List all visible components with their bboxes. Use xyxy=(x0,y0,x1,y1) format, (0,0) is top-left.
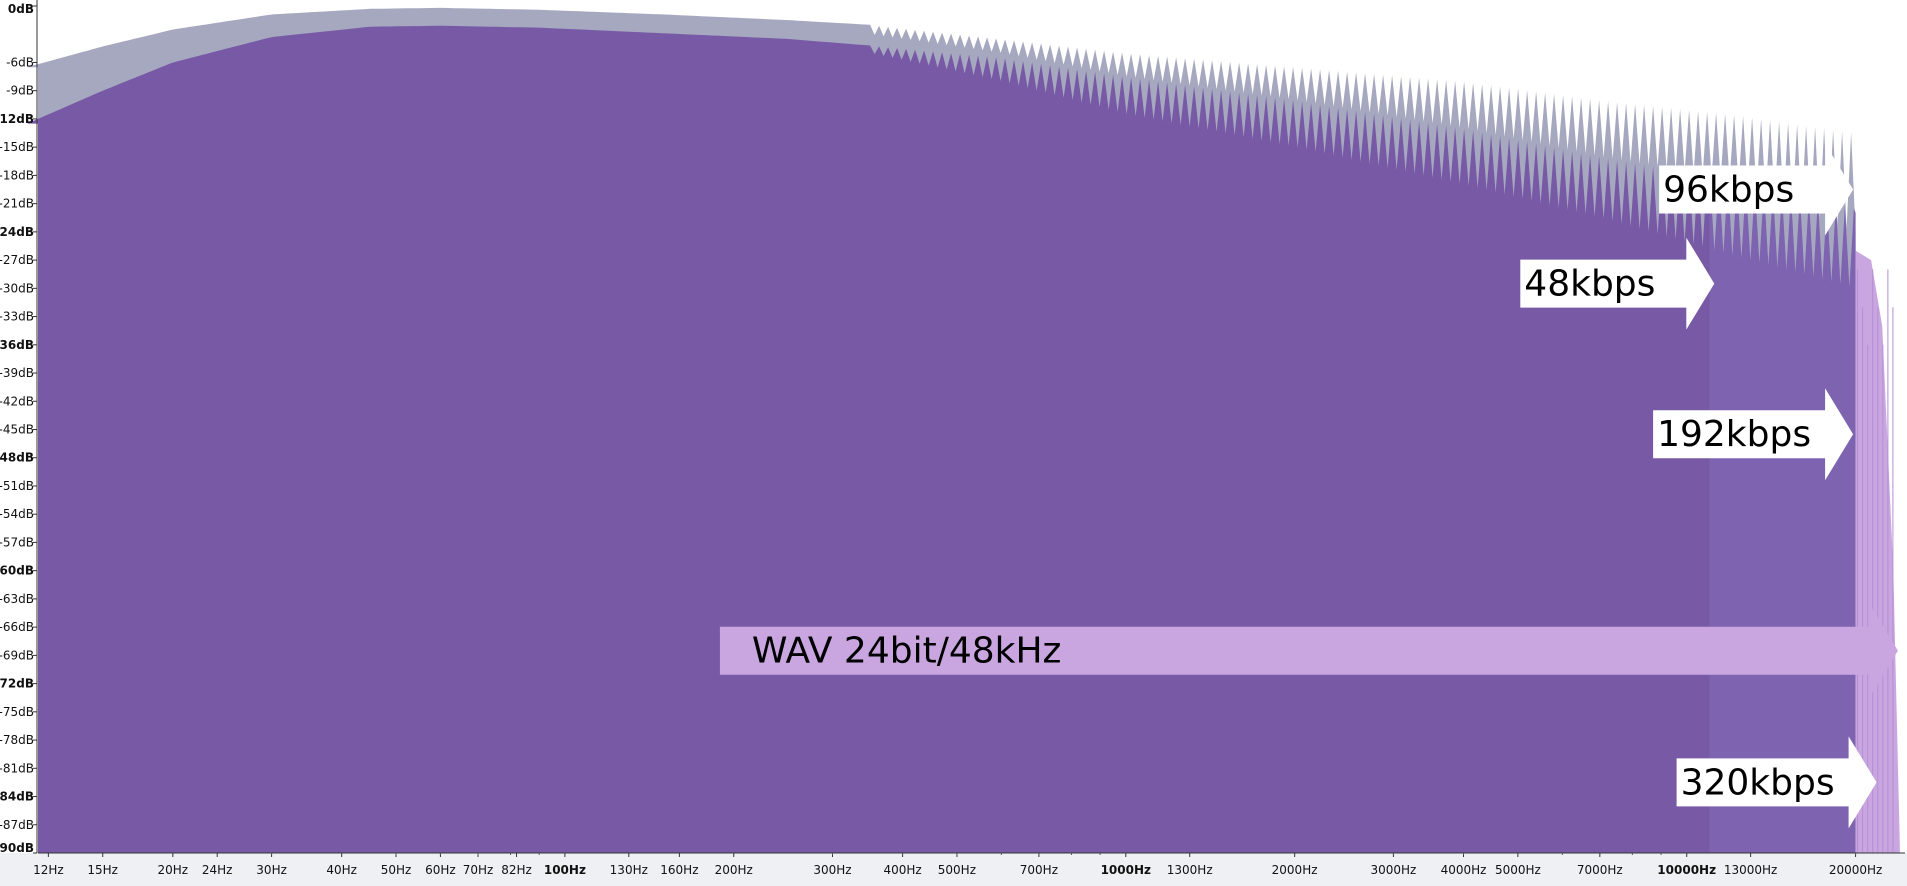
x-tick-label: 3000Hz xyxy=(1370,863,1416,877)
annotation-label: 96kbps xyxy=(1663,170,1794,211)
x-tick-label: 30Hz xyxy=(256,863,287,877)
x-tick-label: 5000Hz xyxy=(1495,863,1541,877)
y-axis-ticks: 0dB -6dB -9dB -12dB -15dB -18dB -21dB -24dB -27d… xyxy=(0,2,37,855)
y-tick-label: -42dB xyxy=(0,394,34,408)
x-tick-label: 12Hz xyxy=(33,863,64,877)
y-tick-label: -75dB xyxy=(0,705,34,719)
annotation-label: 192kbps xyxy=(1657,414,1811,455)
x-tick-label: 60Hz xyxy=(425,863,456,877)
x-tick-label: 13000Hz xyxy=(1724,863,1778,877)
annotation-arrow xyxy=(1520,237,1715,330)
y-tick-label: 0dB xyxy=(8,2,34,16)
x-tick-label: 10000Hz xyxy=(1657,863,1716,877)
x-axis-ticks: 12Hz 15Hz 20Hz 24Hz 30Hz 40Hz 50Hz 60Hz 70Hz 82Hz… xyxy=(33,853,1882,877)
y-tick-label: -57dB xyxy=(0,535,34,549)
y-tick-label: -9dB xyxy=(6,84,34,98)
x-tick-label: 40Hz xyxy=(326,863,357,877)
annotation-arrow xyxy=(719,604,1898,697)
x-tick-label: 700Hz xyxy=(1020,863,1058,877)
x-tick-label: 24Hz xyxy=(202,863,233,877)
y-tick-label: -81dB xyxy=(0,761,34,775)
y-tick-label: -87dB xyxy=(0,818,34,832)
x-tick-label: 300Hz xyxy=(813,863,851,877)
x-tick-label: 7000Hz xyxy=(1577,863,1623,877)
annotation-label: 48kbps xyxy=(1524,264,1655,305)
annotation-48kbps: 48kbps xyxy=(1520,237,1715,330)
x-tick-label: 4000Hz xyxy=(1441,863,1487,877)
annotation-192kbps: 192kbps xyxy=(1653,388,1854,481)
spectrum-areas xyxy=(27,7,1900,854)
y-tick-label: -12dB xyxy=(0,112,34,126)
x-tick-label: 70Hz xyxy=(463,863,494,877)
x-tick-label: 1000Hz xyxy=(1101,863,1151,877)
annotation-arrow xyxy=(1676,736,1877,829)
annotation-arrow xyxy=(1653,388,1854,481)
x-tick-label: 2000Hz xyxy=(1272,863,1318,877)
y-tick-label: -21dB xyxy=(0,197,34,211)
y-tick-label: -63dB xyxy=(0,592,34,606)
x-tick-label: 82Hz xyxy=(501,863,532,877)
x-tick-label: 130Hz xyxy=(610,863,648,877)
y-tick-label: -30dB xyxy=(0,281,34,295)
annotation-wav-24bit-48khz: WAV 24bit/48kHz xyxy=(719,604,1898,697)
y-tick-label: -39dB xyxy=(0,366,34,380)
annotation-96kbps: 96kbps xyxy=(1659,143,1854,236)
y-tick-label: -84dB xyxy=(0,790,34,804)
y-tick-label: -45dB xyxy=(0,423,34,437)
x-tick-label: 20Hz xyxy=(158,863,189,877)
y-tick-label: -24dB xyxy=(0,225,34,239)
x-tick-label: 100Hz xyxy=(544,863,586,877)
x-tick-label: 1300Hz xyxy=(1167,863,1213,877)
y-tick-label: -51dB xyxy=(0,479,34,493)
x-tick-label: 20000Hz xyxy=(1829,863,1883,877)
x-tick-label: 400Hz xyxy=(883,863,921,877)
y-tick-label: -66dB xyxy=(0,620,34,634)
y-tick-label: -15dB xyxy=(0,140,34,154)
x-tick-label: 500Hz xyxy=(938,863,976,877)
annotation-320kbps: 320kbps xyxy=(1676,736,1877,829)
band-11k-20k-area xyxy=(1709,176,1856,854)
x-tick-label: 160Hz xyxy=(660,863,698,877)
x-axis-band xyxy=(0,853,1907,886)
annotation-label: WAV 24bit/48kHz xyxy=(752,631,1062,672)
y-tick-label: -18dB xyxy=(0,168,34,182)
y-tick-label: -60dB xyxy=(0,564,34,578)
y-tick-label: -90dB xyxy=(0,841,34,855)
x-tick-label: 15Hz xyxy=(87,863,118,877)
y-tick-label: -72dB xyxy=(0,677,34,691)
y-tick-label: -69dB xyxy=(0,648,34,662)
annotation-label: 320kbps xyxy=(1681,762,1835,803)
y-tick-label: -6dB xyxy=(6,56,34,70)
y-tick-label: -54dB xyxy=(0,507,34,521)
y-tick-label: -48dB xyxy=(0,451,34,465)
y-tick-label: -27dB xyxy=(0,253,34,267)
annotation-arrow xyxy=(1659,143,1854,236)
x-tick-label: 50Hz xyxy=(381,863,412,877)
y-tick-label: -36dB xyxy=(0,338,34,352)
y-tick-label: -33dB xyxy=(0,310,34,324)
x-tick-label: 200Hz xyxy=(715,863,753,877)
bitrate-annotations: 96kbps 48kbps 192kbps WAV 24bit/48kHz 320kbp… xyxy=(719,143,1898,829)
y-tick-label: -78dB xyxy=(0,733,34,747)
